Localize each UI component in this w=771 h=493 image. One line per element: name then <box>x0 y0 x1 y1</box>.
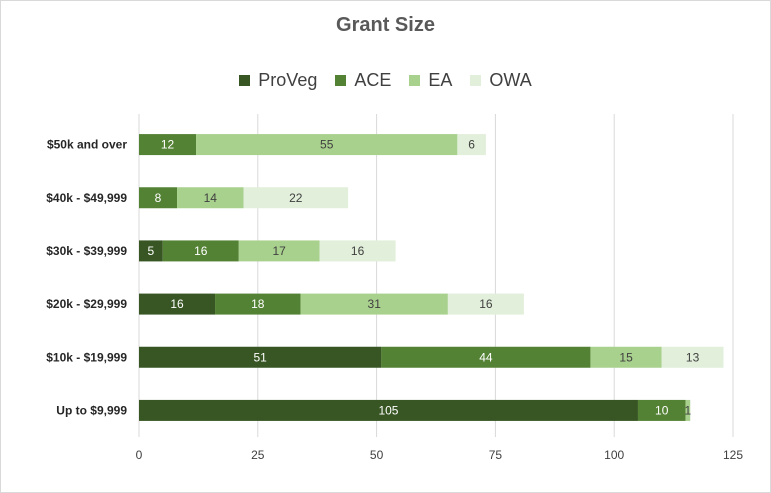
bar-ace <box>215 293 301 315</box>
legend-swatch <box>239 75 251 86</box>
legend-label: ProVeg <box>258 70 318 90</box>
bar-ea <box>300 293 448 315</box>
data-label: 14 <box>204 191 218 205</box>
legend-item-owa: OWA <box>470 70 532 91</box>
category-label: $40k - $49,999 <box>46 191 127 205</box>
bar-ace <box>637 399 686 421</box>
data-label: 16 <box>479 297 493 311</box>
data-label: 18 <box>251 297 265 311</box>
chart-title: Grant Size <box>336 14 435 36</box>
bar-proveg <box>139 399 638 421</box>
bar-proveg <box>139 240 163 262</box>
data-label: 44 <box>479 350 493 364</box>
data-label: 16 <box>170 297 184 311</box>
x-tick-label: 25 <box>251 448 265 462</box>
bar-ea <box>685 399 691 421</box>
legend-swatch <box>335 75 347 86</box>
data-label: 22 <box>289 191 303 205</box>
data-label: 105 <box>378 403 398 417</box>
bar-owa <box>457 134 486 156</box>
bar-owa <box>447 293 524 315</box>
category-label: Up to $9,999 <box>56 403 127 417</box>
legend-swatch <box>470 75 482 86</box>
bar-ea <box>238 240 320 262</box>
data-label: 16 <box>194 244 208 258</box>
bar-ace <box>139 134 197 156</box>
legend-swatch <box>409 75 421 86</box>
legend-item-proveg: ProVeg <box>239 70 317 91</box>
x-tick-label: 125 <box>723 448 743 462</box>
x-tick-label: 0 <box>136 448 143 462</box>
bar-owa <box>319 240 396 262</box>
data-label: 15 <box>619 350 633 364</box>
bar-ace <box>139 187 178 209</box>
data-label: 17 <box>273 244 287 258</box>
legend-label: EA <box>428 70 453 90</box>
data-label: 5 <box>148 244 155 258</box>
data-label: 12 <box>161 138 175 152</box>
legend-item-ace: ACE <box>335 70 391 91</box>
x-tick-label: 75 <box>489 448 503 462</box>
data-label: 31 <box>368 297 382 311</box>
chart-legend: ProVeg ACE EA OWA <box>0 70 771 91</box>
bar-ace <box>381 346 591 368</box>
data-label: 55 <box>320 138 334 152</box>
category-label: $50k and over <box>47 138 127 152</box>
data-label: 6 <box>468 138 475 152</box>
category-label: $20k - $29,999 <box>46 297 127 311</box>
data-label: 51 <box>253 350 267 364</box>
bar-proveg <box>139 293 216 315</box>
data-label: 8 <box>155 191 162 205</box>
x-tick-label: 100 <box>604 448 624 462</box>
bar-ea <box>177 187 244 209</box>
bar-ace <box>162 240 239 262</box>
bar-ea <box>590 346 662 368</box>
category-label: $30k - $39,999 <box>46 244 127 258</box>
legend-label: OWA <box>489 70 532 90</box>
data-label: 1 <box>685 403 692 417</box>
bar-owa <box>243 187 349 209</box>
legend-label: ACE <box>354 70 392 90</box>
data-label: 10 <box>655 403 669 417</box>
bar-proveg <box>139 346 382 368</box>
data-label: 16 <box>351 244 365 258</box>
data-label: 13 <box>686 350 700 364</box>
bar-ea <box>196 134 458 156</box>
x-tick-label: 50 <box>370 448 384 462</box>
legend-item-ea: EA <box>409 70 452 91</box>
bar-owa <box>661 346 724 368</box>
category-label: $10k - $19,999 <box>46 350 127 364</box>
